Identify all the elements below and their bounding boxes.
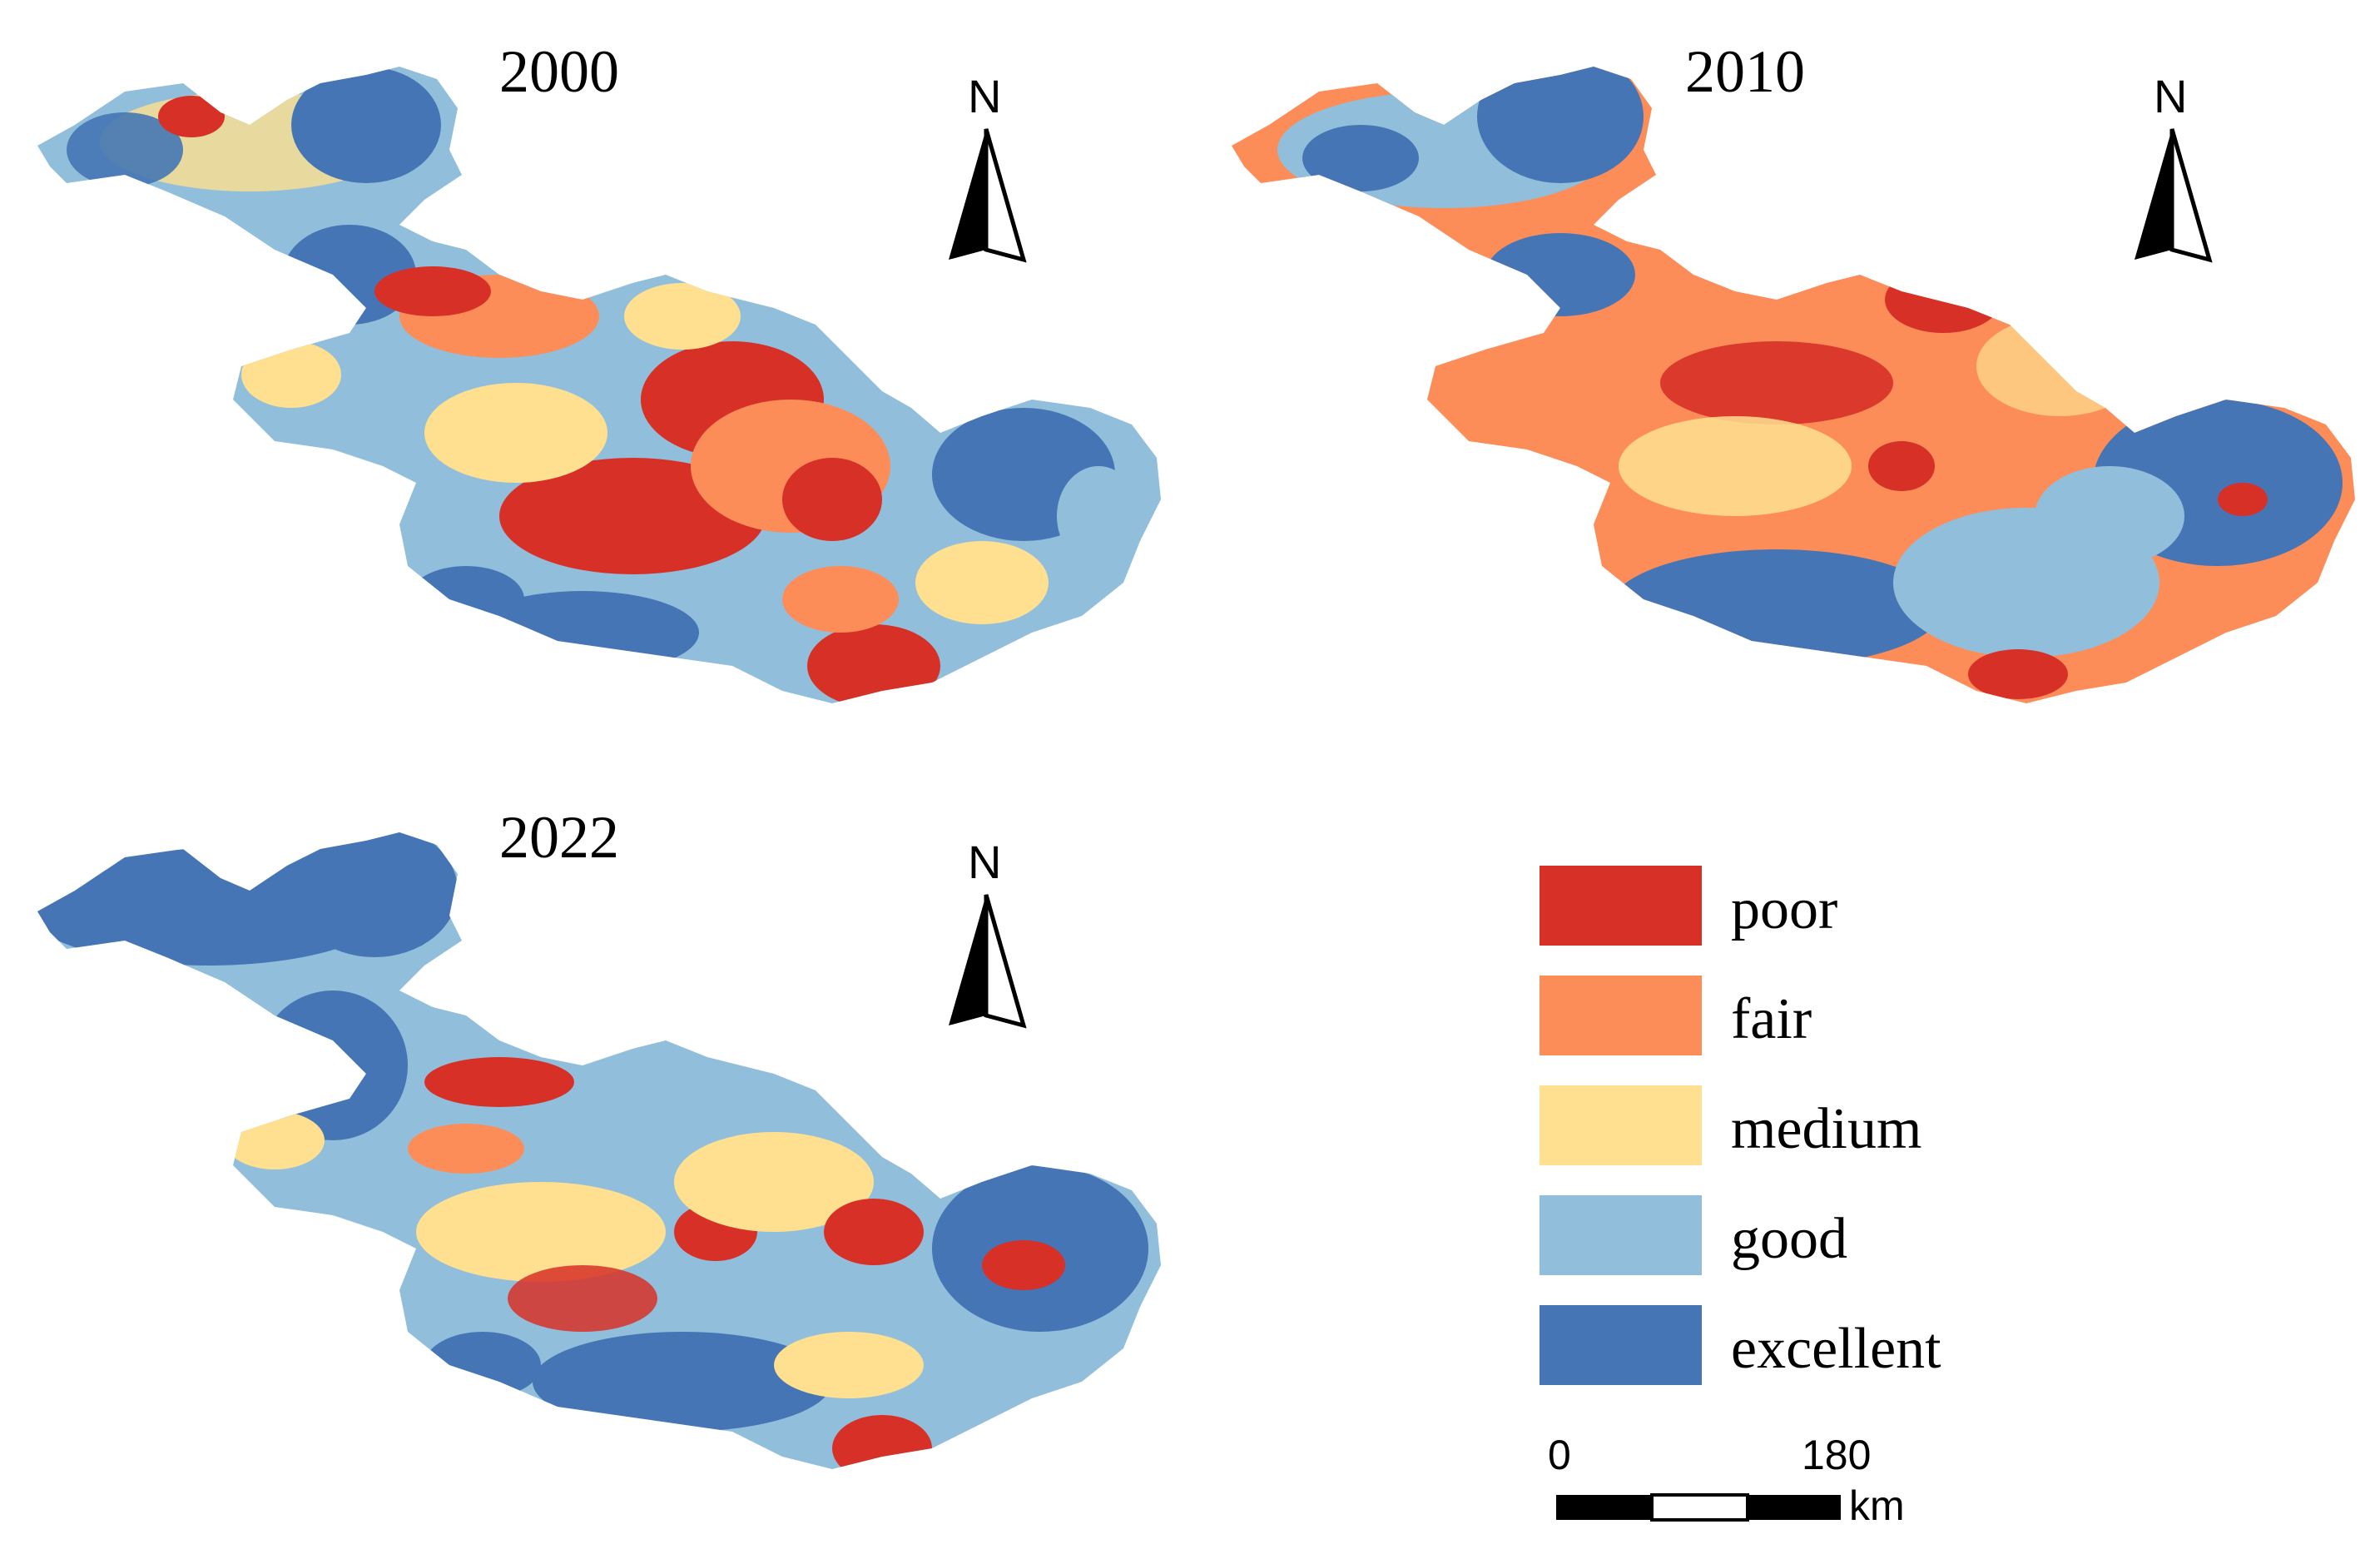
scale-segment <box>1748 1495 1841 1520</box>
year-title: 2022 <box>499 804 619 871</box>
legend-label: poor <box>1731 877 1837 941</box>
north-letter: N <box>968 70 1001 122</box>
legend-label: medium <box>1731 1097 1921 1161</box>
year-title: 2010 <box>1685 38 1805 105</box>
legend-item: poor <box>1540 866 1837 946</box>
north-letter: N <box>2154 70 2187 122</box>
region-map-2022 <box>37 832 1161 1469</box>
map-panel-2010: 2010 N <box>1232 38 2355 703</box>
scale-start-label: 0 <box>1548 1432 1571 1478</box>
legend-label: good <box>1731 1207 1847 1271</box>
legend-swatch-fair <box>1540 976 1702 1055</box>
scale-unit-label: km <box>1849 1482 1905 1529</box>
legend-swatch-medium <box>1540 1085 1702 1165</box>
scale-end-label: 180 <box>1802 1432 1871 1478</box>
scale-segment <box>1556 1495 1652 1520</box>
north-letter: N <box>968 836 1001 888</box>
north-arrow: N <box>949 70 1027 263</box>
legend-item: medium <box>1540 1085 1921 1165</box>
legend-item: excellent <box>1540 1305 1941 1385</box>
map-panel-2022: 2022 N <box>37 804 1161 1469</box>
region-map-2000 <box>37 67 1161 703</box>
scale-bar: 0 180 km <box>1548 1432 1905 1529</box>
legend-swatch-poor <box>1540 866 1702 946</box>
legend-swatch-good <box>1540 1195 1702 1275</box>
legend-label: fair <box>1731 987 1812 1051</box>
legend: poor fair medium good excellent <box>1540 866 1941 1385</box>
region-map-2010 <box>1232 67 2355 703</box>
legend-swatch-excellent <box>1540 1305 1702 1385</box>
year-title: 2000 <box>499 38 619 105</box>
map-panel-2000: 2000 N <box>37 38 1161 703</box>
north-arrow: N <box>949 836 1027 1029</box>
north-arrow: N <box>2135 70 2213 263</box>
scale-segment <box>1650 1493 1749 1522</box>
legend-label: excellent <box>1731 1317 1941 1381</box>
legend-item: fair <box>1540 976 1812 1055</box>
legend-item: good <box>1540 1195 1847 1275</box>
